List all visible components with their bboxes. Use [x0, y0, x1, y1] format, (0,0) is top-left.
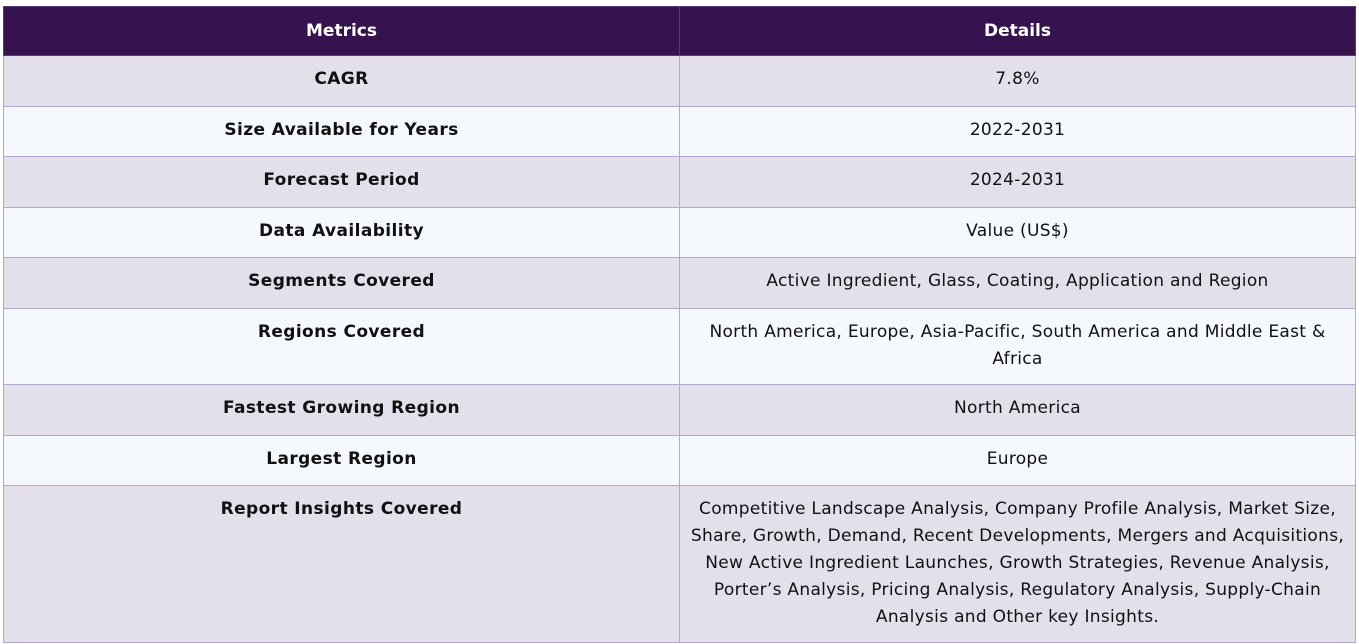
- detail-cell: Competitive Landscape Analysis, Company …: [679, 485, 1356, 643]
- table-row: Regions Covered North America, Europe, A…: [3, 308, 1356, 385]
- metric-cell: Regions Covered: [3, 308, 680, 385]
- table-row: Data Availability Value (US$): [3, 207, 1356, 258]
- metrics-table: Metrics Details CAGR 7.8% Size Available…: [3, 6, 1356, 643]
- metric-cell: CAGR: [3, 55, 680, 107]
- detail-cell: 2022-2031: [679, 106, 1356, 157]
- header-details: Details: [679, 6, 1356, 56]
- metrics-table-container: Metrics Details CAGR 7.8% Size Available…: [3, 6, 1356, 643]
- metric-cell: Report Insights Covered: [3, 485, 680, 643]
- metric-cell: Fastest Growing Region: [3, 384, 680, 436]
- metric-cell: Forecast Period: [3, 156, 680, 208]
- detail-cell: 7.8%: [679, 55, 1356, 107]
- table-row: Report Insights Covered Competitive Land…: [3, 485, 1356, 643]
- table-header-row: Metrics Details: [3, 6, 1356, 56]
- table-row: CAGR 7.8%: [3, 55, 1356, 107]
- table-row: Size Available for Years 2022-2031: [3, 106, 1356, 157]
- detail-cell: North America: [679, 384, 1356, 436]
- metric-cell: Segments Covered: [3, 257, 680, 309]
- metric-cell: Size Available for Years: [3, 106, 680, 157]
- metric-cell: Data Availability: [3, 207, 680, 258]
- table-row: Fastest Growing Region North America: [3, 384, 1356, 436]
- detail-cell: North America, Europe, Asia-Pacific, Sou…: [679, 308, 1356, 385]
- table-row: Largest Region Europe: [3, 435, 1356, 486]
- header-metrics: Metrics: [3, 6, 680, 56]
- table-row: Forecast Period 2024-2031: [3, 156, 1356, 208]
- detail-cell: Active Ingredient, Glass, Coating, Appli…: [679, 257, 1356, 309]
- detail-cell: Value (US$): [679, 207, 1356, 258]
- detail-cell: Europe: [679, 435, 1356, 486]
- table-row: Segments Covered Active Ingredient, Glas…: [3, 257, 1356, 309]
- metric-cell: Largest Region: [3, 435, 680, 486]
- detail-cell: 2024-2031: [679, 156, 1356, 208]
